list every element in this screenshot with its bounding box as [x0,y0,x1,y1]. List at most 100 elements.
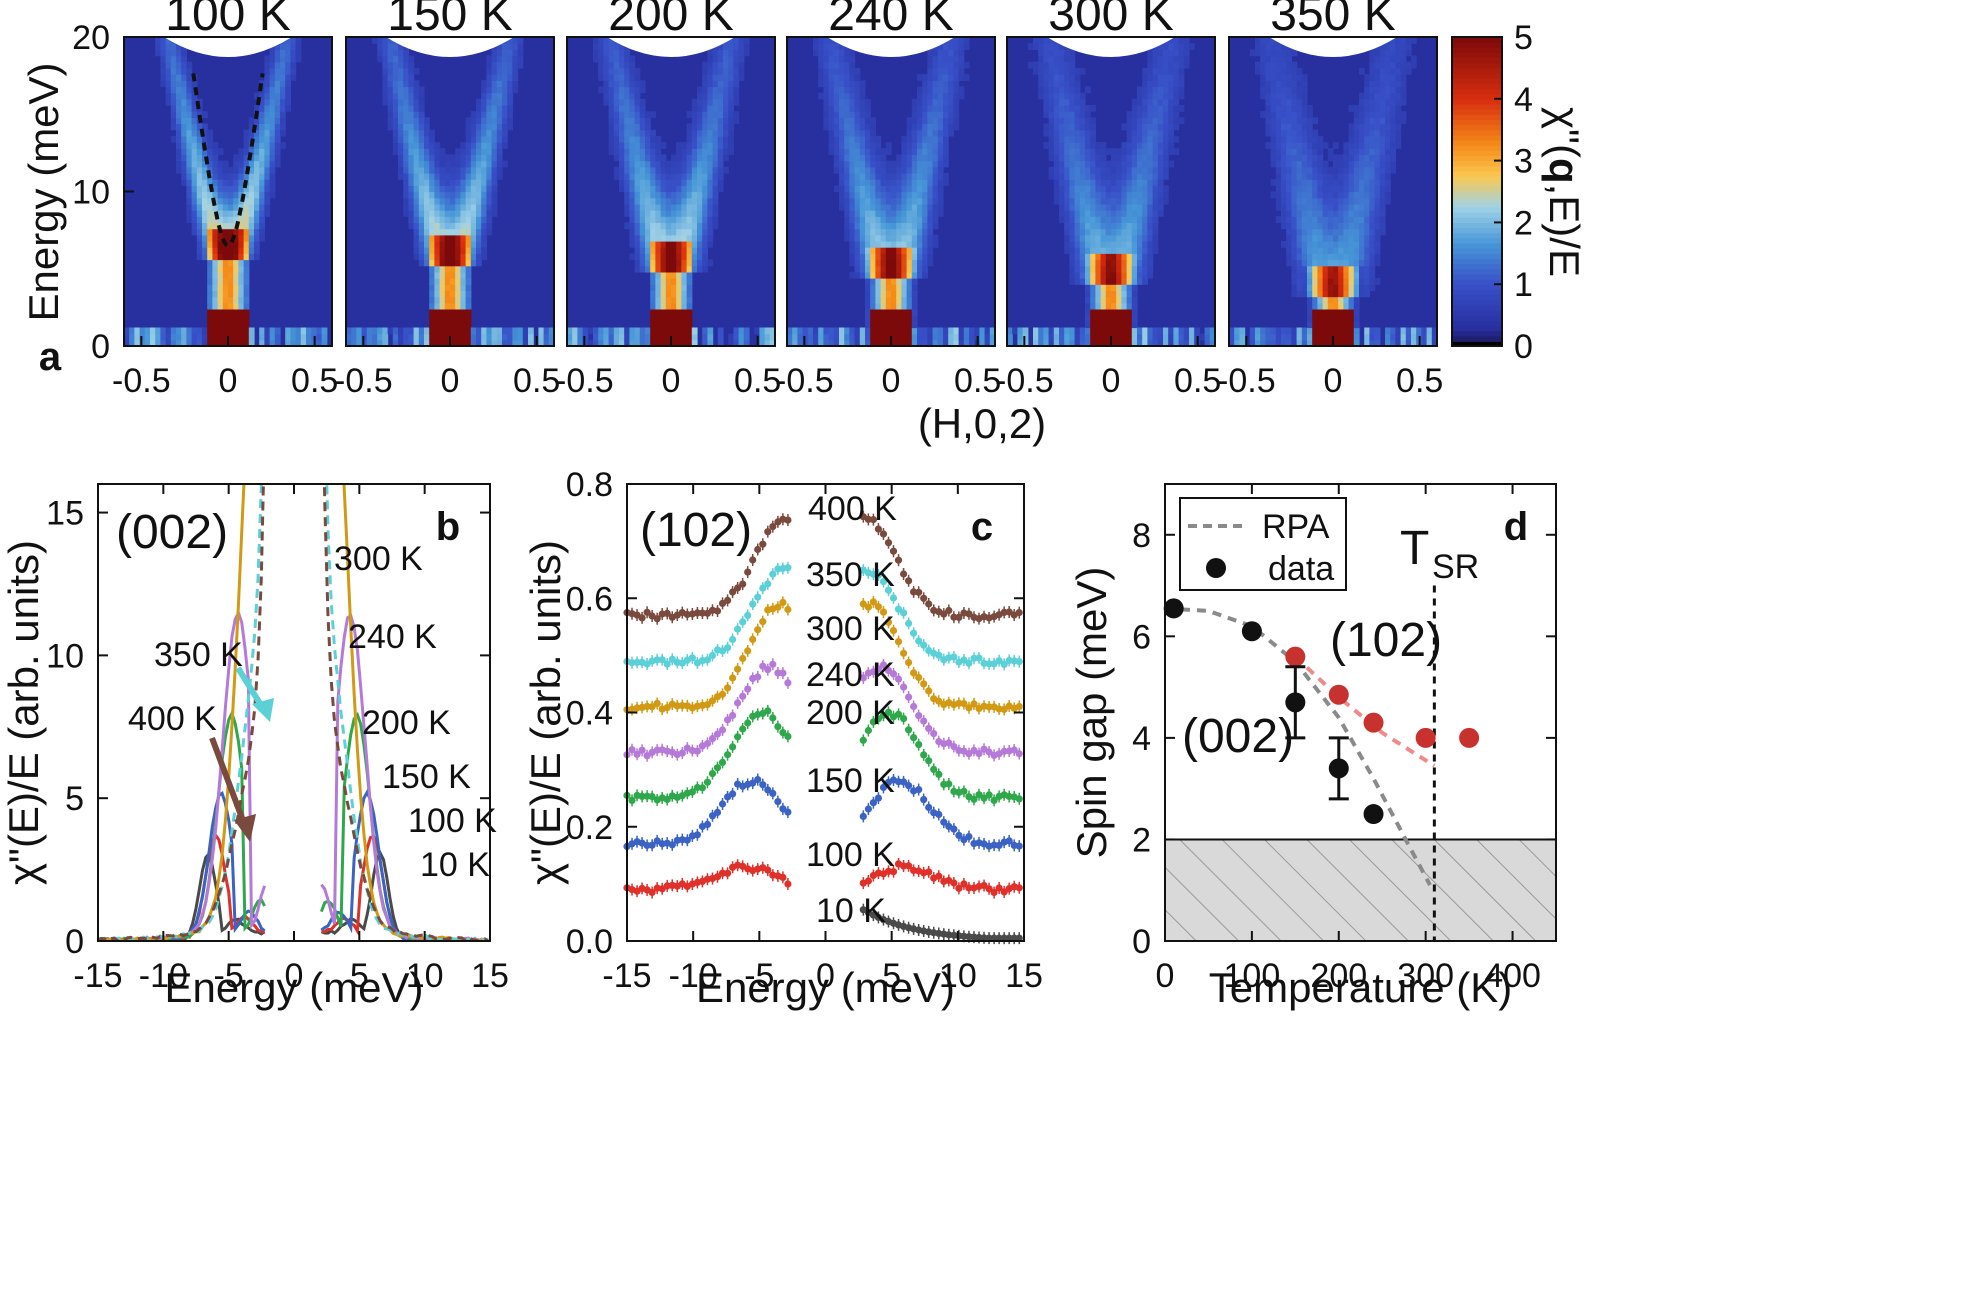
heatmap-cell [1296,247,1303,254]
heatmap-cell [1307,228,1313,236]
heatmap-cell [450,166,456,174]
heatmap-cell [285,339,291,346]
heatmap-cell [676,191,682,199]
heatmap-cell [660,253,667,261]
heatmap-cell [403,129,409,137]
heatmap-cell [833,98,840,106]
heatmap-cell [896,284,902,291]
heatmap-cell [212,247,219,254]
heatmap-cell [896,173,902,180]
heatmap-cell [943,98,949,106]
heatmap-cell [269,111,276,118]
heatmap-cell [160,67,167,75]
heatmap-cell [839,111,845,118]
heatmap-cell [880,160,887,168]
heatmap-cell [176,92,182,100]
heatmap-cell [932,240,939,248]
heatmap-cell [1348,339,1355,346]
heatmap-cell [1053,80,1060,88]
heatmap-cell [1265,142,1272,149]
heatmap-cell [823,111,830,118]
heatmap-cell [691,123,698,131]
heatmap-cell [875,197,882,205]
heatmap-cell [176,339,182,346]
heatmap-cell [1079,247,1086,254]
heatmap-cell [906,284,913,291]
heatmap-cell [496,117,503,125]
heatmap-cell [486,333,493,341]
heatmap-cell [392,55,399,63]
heatmap-cell [372,327,378,335]
heatmap-cell [424,173,430,180]
heatmap-cell [1281,160,1287,168]
heatmap-cell [1147,222,1154,230]
heatmap-cell [629,111,636,118]
heatmap-cell [849,49,856,57]
heatmap-cell [922,185,928,193]
heatmap-cell [891,228,897,236]
heatmap-cell [1317,216,1324,223]
heatmap-cell [839,327,845,335]
heatmap-cell [743,339,750,346]
heatmap-cell [1369,228,1376,236]
heatmap-cell [854,234,861,242]
heatmap-cell [629,98,636,106]
heatmap-cell [691,240,698,248]
heatmap-cell [1369,333,1376,341]
heatmap-cell [222,327,229,335]
heatmap-cell [165,80,172,88]
heatmap-cell [859,265,866,273]
heatmap-cell [865,222,871,230]
heatmap-cell [1312,302,1318,310]
heatmap-cell [671,191,677,199]
heatmap-cell [403,148,409,155]
heatmap-cell [1209,339,1215,346]
heatmap-cell [176,123,182,131]
heatmap-cell [1116,185,1122,193]
heatmap-cell [859,129,866,137]
heatmap-cell [1307,290,1313,298]
heatmap-cell [1291,210,1298,217]
heatmap-cell [356,333,363,341]
x-tick-label: 0.5 [1174,362,1221,400]
heatmap-cell [1126,228,1133,236]
heatmap-cell [1079,92,1086,100]
heatmap-cell [1364,259,1370,267]
heatmap-cell [398,123,404,131]
heatmap-cell [901,284,908,291]
heatmap-cell [1270,117,1277,125]
heatmap-cell [1079,210,1086,217]
heatmap-cell [1322,296,1329,304]
heatmap-cell [181,111,187,118]
heatmap-cell [460,210,467,217]
heatmap-cell [608,339,615,346]
heatmap-cell [486,129,493,137]
heatmap-cell [1131,203,1138,211]
heatmap-cell [567,327,573,335]
heatmap-cell [629,117,636,125]
heatmap-cell [1105,240,1112,248]
heatmap-cell [1173,148,1180,155]
heatmap-cell [932,160,939,168]
heatmap-cell [650,166,656,174]
heatmap-cell [1173,327,1180,335]
heatmap-cell [450,278,456,285]
heatmap-cell [676,173,682,180]
heatmap-cell [1369,135,1376,143]
heatmap-cell [392,148,399,155]
heatmap-cell [481,333,487,341]
heatmap-cell [828,117,835,125]
heatmap-cell [807,327,814,335]
heatmap-cell [191,117,198,125]
heatmap-cell [702,154,708,162]
heatmap-cell [460,228,467,236]
heatmap-cell [1085,327,1091,335]
heatmap-cell [1168,129,1174,137]
heatmap-cell [702,123,708,131]
heatmap-cell [181,179,187,186]
heatmap-cell [1301,173,1308,180]
heatmap-cell [1064,228,1070,236]
heatmap-cell [1209,327,1215,335]
heatmap-cell [1178,105,1185,112]
heatmap-cell [507,123,513,131]
